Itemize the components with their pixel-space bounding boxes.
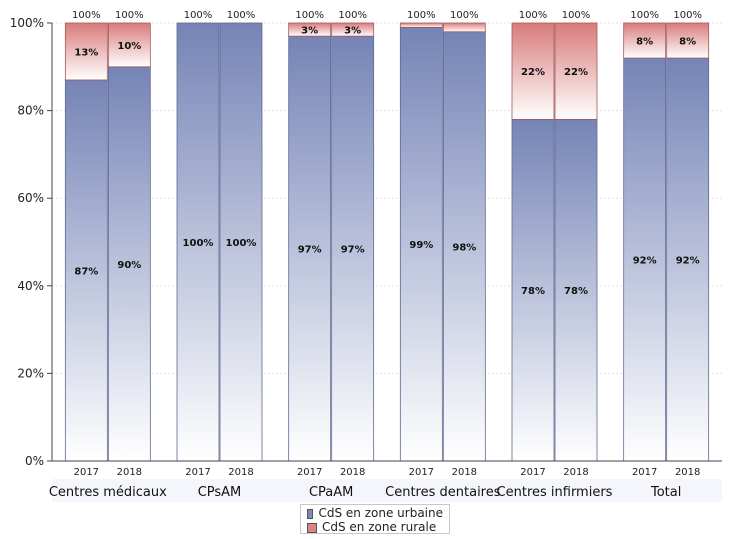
bar-rural <box>399 22 443 28</box>
year-label: 2017 <box>74 467 99 478</box>
bar-urban <box>442 31 486 462</box>
total-label: 100% <box>630 10 659 21</box>
rural-label: 22% <box>521 67 545 78</box>
y-tick-label: 100% <box>10 16 44 30</box>
rural-label: 8% <box>636 37 653 48</box>
rural-label: 13% <box>74 47 98 58</box>
group-label: Centres dentaires <box>385 485 501 500</box>
urban-label: 97% <box>341 245 365 256</box>
bar-urban <box>554 118 598 462</box>
total-label: 100% <box>295 10 324 21</box>
year-label: 2018 <box>452 467 477 478</box>
urban-label: 99% <box>409 240 433 251</box>
rural-label: 10% <box>117 41 141 52</box>
rural-label: 3% <box>301 26 318 37</box>
urban-label: 97% <box>298 245 322 256</box>
axes: 0% 20% 40% 60% 80% 100% 2017 2018 Centres médica… <box>10 16 722 502</box>
total-label: 100% <box>72 10 101 21</box>
group-label-band <box>52 479 722 502</box>
y-tick-label: 60% <box>17 191 44 205</box>
bar-urban <box>219 22 263 462</box>
grid-lines <box>52 22 722 462</box>
legend-item-rural: CdS en zone rurale <box>307 521 443 534</box>
year-label: 2018 <box>675 467 700 478</box>
bar-rural <box>107 22 151 68</box>
bar-rural <box>623 22 667 59</box>
legend-item-urban: CdS en zone urbaine <box>307 507 443 520</box>
total-label: 100% <box>519 10 548 21</box>
group-label: Centres infirmiers <box>497 485 613 500</box>
group-label: Centres médicaux <box>49 485 167 500</box>
year-label: 2017 <box>409 467 434 478</box>
legend-label-rural: CdS en zone rurale <box>322 520 437 534</box>
urban-label: 100% <box>183 238 214 249</box>
bar-rural <box>331 22 375 37</box>
urban-label: 98% <box>452 242 476 253</box>
year-label: 2017 <box>185 467 210 478</box>
bar-rural <box>64 22 108 81</box>
group-label: CPsAM <box>198 485 242 500</box>
bar-urban <box>511 118 555 462</box>
bar-rural <box>666 22 710 59</box>
year-label: 2017 <box>520 467 545 478</box>
legend-label-urban: CdS en zone urbaine <box>318 506 443 520</box>
year-label: 2017 <box>297 467 322 478</box>
total-label: 100% <box>338 10 367 21</box>
total-label: 100% <box>184 10 213 21</box>
year-label: 2018 <box>340 467 365 478</box>
bar-rural <box>554 22 598 120</box>
legend-swatch-rural <box>307 522 317 533</box>
total-label: 100% <box>407 10 436 21</box>
y-tick-label: 40% <box>17 279 44 293</box>
urban-label: 78% <box>521 286 545 297</box>
total-label: 100% <box>673 10 702 21</box>
bar-urban <box>331 35 375 462</box>
y-tick-label: 80% <box>17 104 44 118</box>
year-label: 2017 <box>632 467 657 478</box>
bar-rural <box>442 22 486 33</box>
legend: CdS en zone urbaine CdS en zone rurale <box>300 504 450 534</box>
total-label: 100% <box>562 10 591 21</box>
bars <box>64 22 710 462</box>
bar-rural <box>511 22 555 120</box>
y-tick-label: 0% <box>25 454 44 468</box>
year-label: 2018 <box>117 467 142 478</box>
data-labels: 100% 87% 13% 100% 90% 10% 100% 100% 100% 100% 100%… <box>72 10 702 297</box>
y-tick-label: 20% <box>17 366 44 380</box>
urban-label: 78% <box>564 286 588 297</box>
urban-label: 100% <box>226 238 257 249</box>
group-label: Total <box>650 485 681 500</box>
bar-urban <box>623 57 667 462</box>
year-label: 2018 <box>228 467 253 478</box>
year-label: 2018 <box>563 467 588 478</box>
rural-label: 3% <box>344 26 361 37</box>
bar-rural <box>288 22 332 37</box>
bar-urban <box>666 57 710 462</box>
rural-label: 8% <box>679 37 696 48</box>
total-label: 100% <box>450 10 479 21</box>
total-label: 100% <box>227 10 256 21</box>
legend-swatch-urban <box>307 508 314 519</box>
urban-label: 92% <box>676 256 700 267</box>
urban-label: 87% <box>74 266 98 277</box>
group-label: CPaAM <box>309 485 353 500</box>
bar-urban <box>399 26 443 462</box>
rural-label: 22% <box>564 67 588 78</box>
urban-label: 90% <box>117 260 141 271</box>
urban-label: 92% <box>633 256 657 267</box>
bar-urban <box>176 22 220 462</box>
total-label: 100% <box>115 10 144 21</box>
bar-urban <box>288 35 332 462</box>
